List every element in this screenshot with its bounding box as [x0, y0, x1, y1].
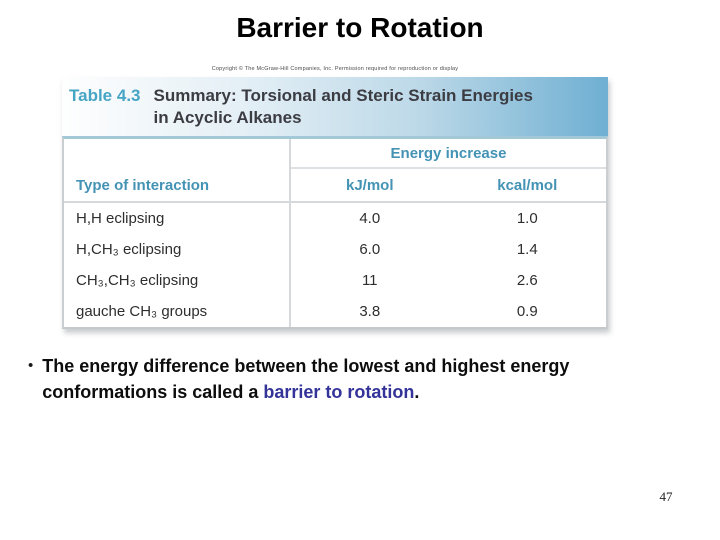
interaction-cell: H,H eclipsing — [64, 203, 291, 234]
column-header-kcalmol: kcal/mol — [497, 176, 558, 194]
table-title: Summary: Torsional and Steric Strain Ene… — [154, 85, 533, 129]
kjmol-cell: 11 — [361, 272, 378, 289]
bullet-highlight-phrase: barrier to rotation — [263, 382, 415, 402]
table-title-line2: in Acyclic Alkanes — [153, 108, 302, 127]
table-row: CH₃,CH₃ eclipsing 11 2.6 — [64, 265, 606, 296]
table-figure: Copyright © The McGraw-Hill Companies, I… — [62, 65, 608, 329]
column-group-header: Energy increase — [291, 139, 606, 169]
table-header-group-row: Energy increase — [64, 139, 606, 169]
table-row: H,H eclipsing 4.0 1.0 — [64, 203, 606, 234]
table-row: H,CH₃ eclipsing 6.0 1.4 — [64, 234, 606, 265]
kcalmol-cell: 1.4 — [516, 241, 538, 258]
table-header-row: Type of interaction kJ/mol kcal/mol — [64, 169, 606, 203]
kjmol-cell: 3.8 — [359, 303, 381, 320]
interaction-cell: H,CH₃ eclipsing — [64, 234, 291, 265]
table-4-3: Table 4.3 Summary: Torsional and Steric … — [62, 77, 608, 329]
bullet-item: • The energy difference between the lowe… — [28, 353, 700, 405]
empty-header-cell — [64, 139, 291, 169]
column-header-kjmol: kJ/mol — [345, 176, 394, 194]
bullet-icon: • — [28, 357, 34, 374]
table-label: Table 4.3 — [69, 86, 141, 105]
table-title-band: Table 4.3 Summary: Torsional and Steric … — [62, 77, 608, 136]
interaction-cell: gauche CH₃ groups — [64, 296, 291, 327]
bullet-text-after: . — [414, 382, 420, 402]
kcalmol-cell: 2.6 — [516, 272, 538, 289]
interaction-cell: CH₃,CH₃ eclipsing — [64, 265, 291, 296]
bullet-text-before: The energy difference between the lowest… — [42, 356, 570, 402]
kcalmol-cell: 1.0 — [516, 210, 538, 227]
kjmol-cell: 6.0 — [359, 241, 381, 258]
table-grid: Energy increase Type of interaction kJ/m… — [62, 136, 608, 329]
kjmol-cell: 4.0 — [359, 210, 381, 227]
column-header-interaction: Type of interaction — [64, 169, 291, 201]
bullet-text: The energy difference between the lowest… — [42, 353, 692, 405]
page-title: Barrier to Rotation — [236, 12, 484, 43]
copyright-text: Copyright © The McGraw-Hill Companies, I… — [211, 66, 459, 72]
page-number: 47 — [659, 489, 673, 504]
table-row: gauche CH₃ groups 3.8 0.9 — [64, 296, 606, 327]
table-title-line1: Summary: Torsional and Steric Strain Ene… — [153, 86, 533, 105]
kcalmol-cell: 0.9 — [516, 303, 538, 320]
